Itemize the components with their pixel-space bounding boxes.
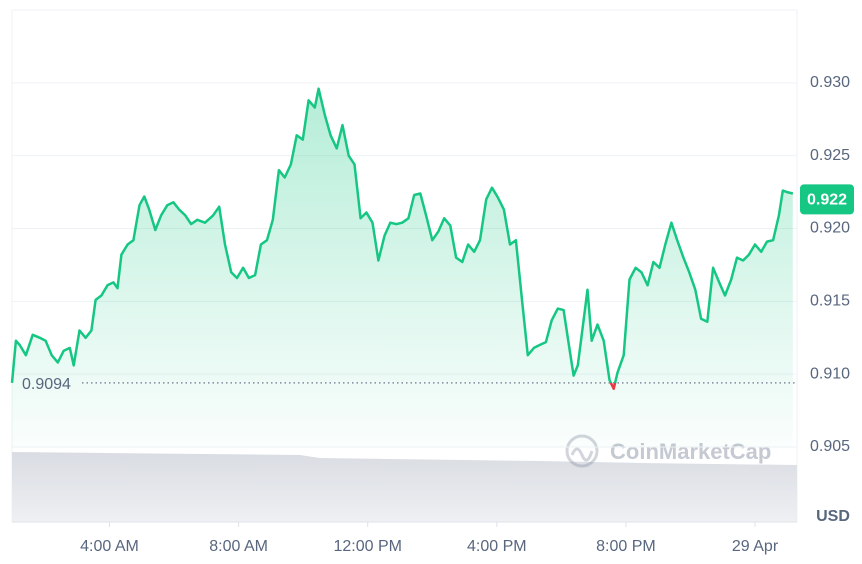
y-tick-label: 0.920: [810, 220, 850, 237]
y-tick-label: 0.915: [810, 293, 850, 310]
area: [12, 88, 793, 447]
x-tick-label: 12:00 PM: [333, 538, 401, 555]
y-tick-label: 0.930: [810, 74, 850, 91]
y-tick-label: 0.905: [810, 438, 850, 455]
x-tick-label: 8:00 AM: [209, 538, 268, 555]
volume-band: [12, 452, 797, 522]
x-tick-label: 8:00 PM: [596, 538, 656, 555]
y-tick-label: 0.925: [810, 147, 850, 164]
open-label: 0.9094: [22, 376, 71, 393]
x-tick-label: 4:00 AM: [80, 538, 139, 555]
current-badge: [800, 184, 854, 215]
y-tick-label: 0.910: [810, 365, 850, 382]
x-tick-label: 4:00 PM: [467, 538, 527, 555]
y-unit: USD: [816, 508, 850, 525]
current-label: 0.922: [807, 192, 847, 209]
x-tick-label: 29 Apr: [732, 538, 779, 555]
price-line: [10, 87, 794, 390]
